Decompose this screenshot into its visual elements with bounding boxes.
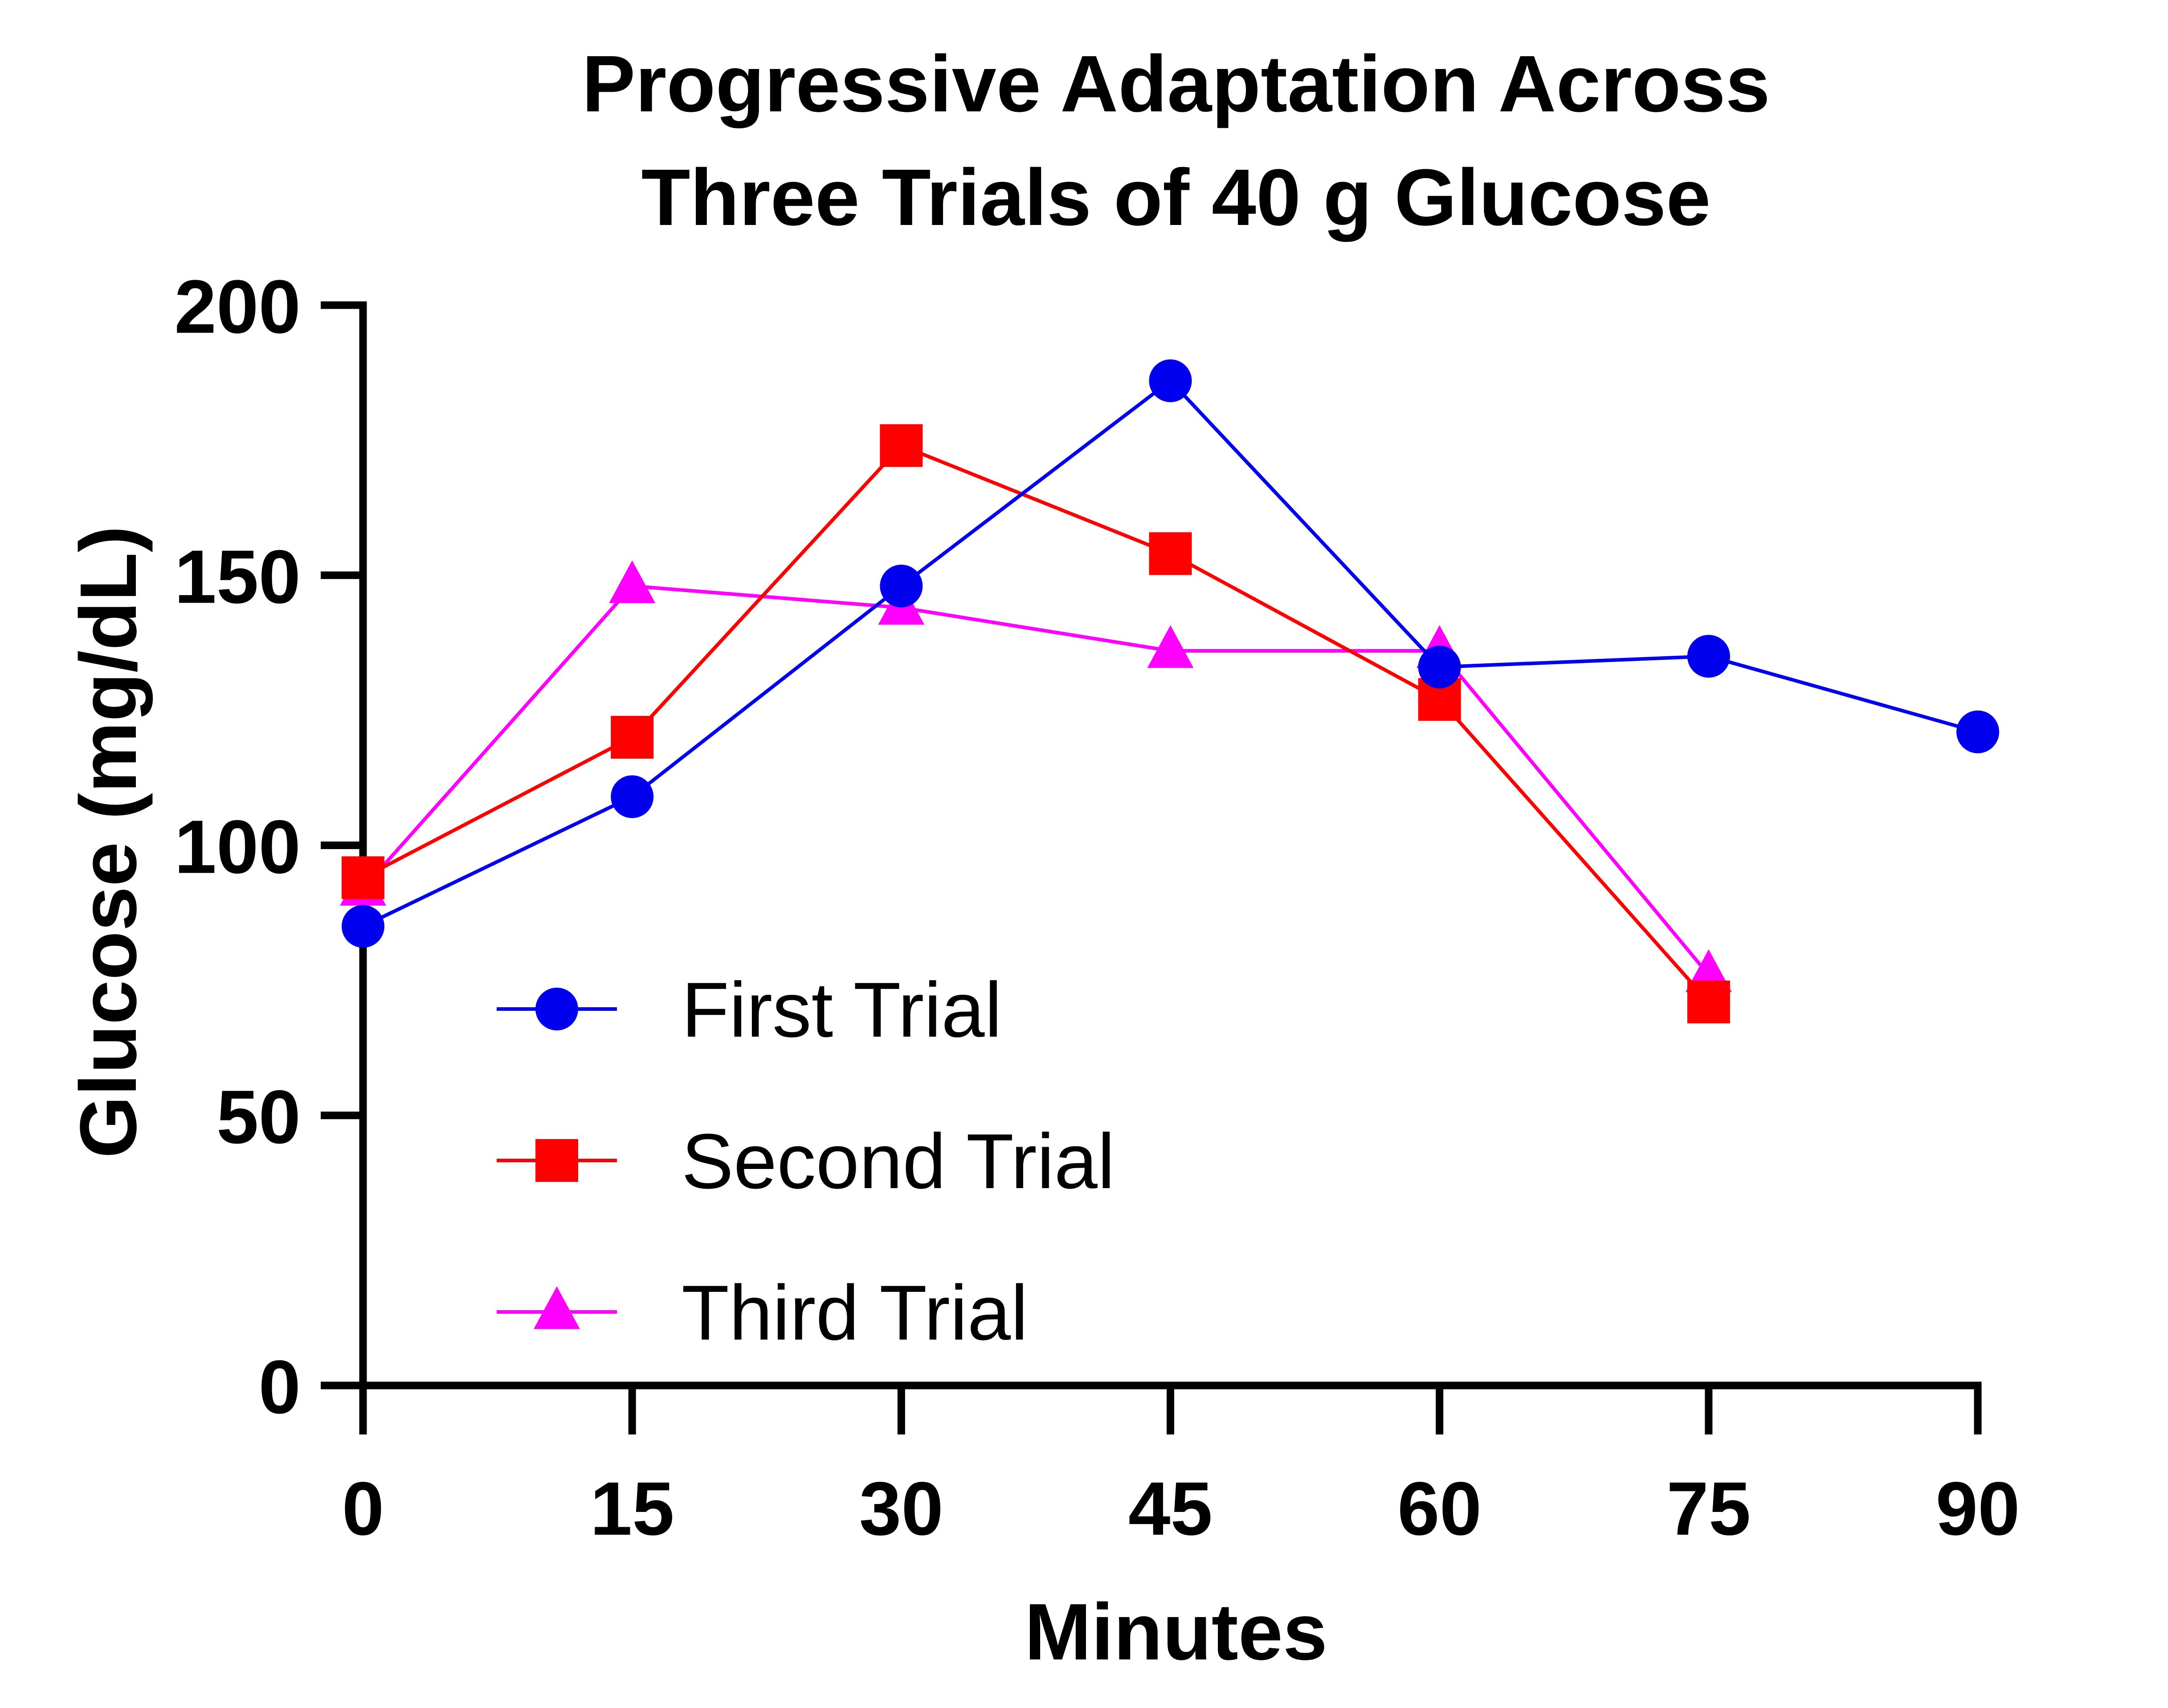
data-point-triangle [609, 560, 656, 603]
data-series [340, 359, 1999, 1024]
legend-item: Second Trial [497, 1118, 1115, 1205]
legend-marker-square [535, 1139, 578, 1182]
x-tick-label: 45 [1128, 1467, 1213, 1551]
series-first-trial [342, 359, 1999, 948]
y-tick-label: 50 [216, 1075, 301, 1160]
legend-marker-circle [535, 988, 578, 1030]
data-point-square [611, 716, 654, 759]
chart-title-line-1: Progressive Adaptation Across [582, 39, 1770, 129]
series-third-trial [340, 560, 1732, 992]
x-axis-label: Minutes [1025, 1587, 1327, 1677]
data-point-circle [342, 905, 384, 948]
x-tick-label: 75 [1666, 1467, 1751, 1551]
data-point-square [342, 856, 384, 899]
data-point-circle [1418, 646, 1461, 689]
series-second-trial [342, 424, 1730, 1024]
x-tick-label: 0 [342, 1467, 384, 1551]
data-point-circle [1956, 710, 1999, 753]
axes: 0 50 100 150 200 0 15 30 45 60 75 90 [174, 265, 2020, 1551]
legend-label: Second Trial [682, 1118, 1115, 1205]
x-tick-label: 60 [1397, 1467, 1482, 1551]
series-line [362, 444, 1710, 1003]
y-tick-label: 200 [174, 265, 301, 349]
data-point-square [1687, 981, 1730, 1024]
legend-label: Third Trial [682, 1270, 1028, 1357]
y-tick-label: 0 [258, 1345, 301, 1430]
legend: First Trial Second Trial Third Trial [497, 967, 1115, 1357]
legend-item: Third Trial [497, 1270, 1028, 1357]
chart-title-line-2: Three Trials of 40 g Glucose [641, 153, 1711, 242]
data-point-square [880, 424, 923, 467]
data-point-circle [880, 564, 923, 608]
legend-label: First Trial [682, 967, 1002, 1054]
y-axis-label: Glucose (mg/dL) [64, 526, 153, 1158]
x-tick-label: 90 [1935, 1467, 2020, 1551]
data-point-circle [1687, 635, 1730, 678]
data-point-circle [611, 775, 654, 818]
y-tick-label: 150 [174, 535, 301, 619]
data-point-triangle [1147, 625, 1194, 668]
y-tick-label: 100 [174, 805, 301, 890]
legend-item: First Trial [497, 967, 1002, 1054]
x-tick-label: 15 [590, 1467, 674, 1551]
legend-marker-triangle [534, 1286, 580, 1329]
data-point-circle [1149, 359, 1192, 402]
data-point-square [1149, 532, 1192, 575]
series-line [362, 584, 1710, 977]
x-tick-label: 30 [859, 1467, 943, 1551]
